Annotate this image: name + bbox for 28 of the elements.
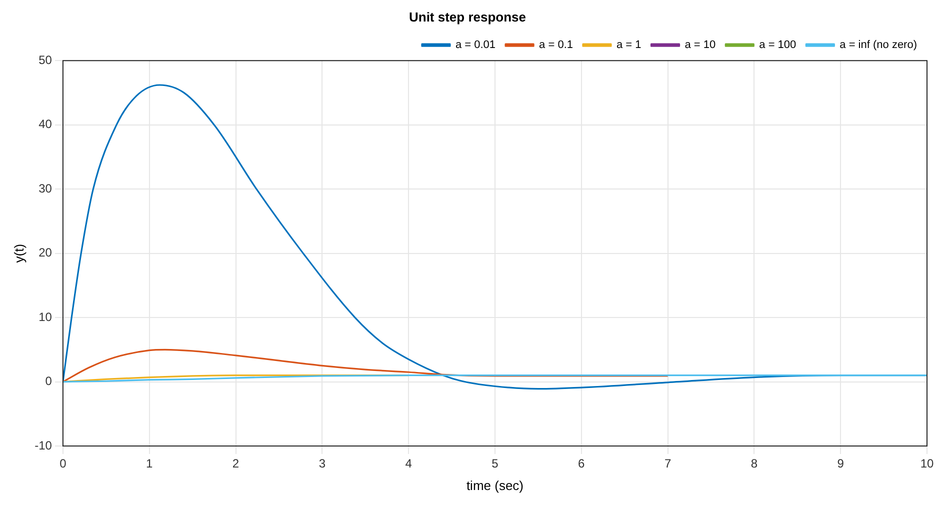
y-tick-label: 30 [38, 181, 52, 196]
chart-title: Unit step response [408, 9, 526, 24]
line-series [62, 348, 669, 383]
legend-label: a = 0.1 [539, 39, 573, 52]
x-tick-label: 7 [664, 456, 672, 471]
legend-label: a = 1 [616, 39, 642, 52]
y-tick-label: -10 [34, 438, 52, 452]
legend-label: a = 10 [684, 39, 716, 52]
x-tick-label: 8 [750, 456, 758, 471]
y-tick-label: 50 [38, 52, 52, 67]
y-tick-label: 40 [38, 117, 52, 132]
x-tick-label: 9 [837, 456, 844, 471]
x-tick-label: 4 [405, 456, 412, 471]
y-tick-label: 20 [38, 246, 52, 260]
x-tick-label: 5 [492, 456, 499, 471]
legend-label: a = 0.01 [455, 39, 496, 52]
x-tick-label: 3 [318, 456, 326, 471]
x-axis-title: time (sec) [466, 478, 524, 493]
x-tick-label: 2 [232, 456, 240, 471]
y-tick-label: 10 [38, 310, 52, 324]
legend-label: a = 100 [759, 39, 796, 52]
legend-label: a = inf (no zero) [840, 39, 917, 52]
x-tick-label: 1 [146, 456, 154, 471]
x-tick-label: 6 [578, 456, 586, 471]
x-tick-label: 0 [60, 456, 67, 471]
y-axis-title: y(t) [11, 244, 26, 263]
x-tick-label: 10 [920, 456, 934, 471]
y-tick-label: 0 [45, 374, 52, 388]
